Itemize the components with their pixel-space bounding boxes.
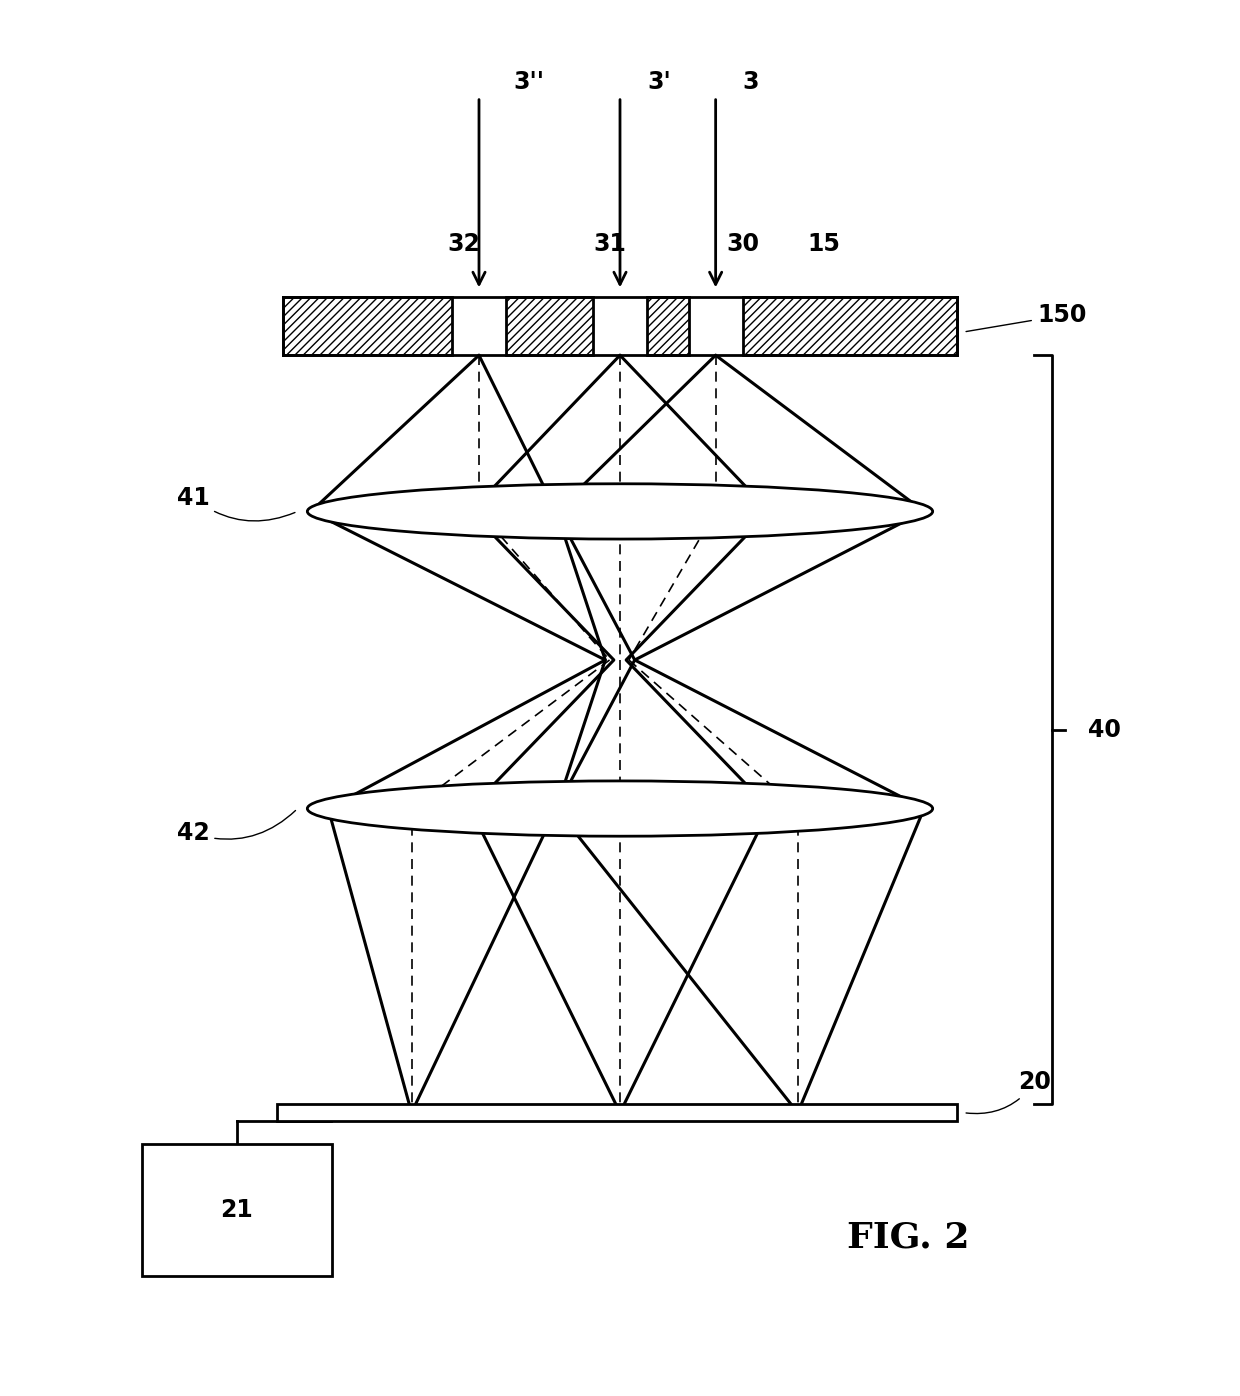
Text: 30: 30 [727,232,759,255]
Text: 41: 41 [176,486,295,521]
Text: 150: 150 [966,303,1086,332]
Text: 3'': 3'' [513,70,544,94]
Bar [647,297,688,355]
Text: 15: 15 [807,232,839,255]
Text: 31: 31 [594,232,626,255]
Bar [743,297,957,355]
Ellipse shape [308,484,932,539]
Text: 3': 3' [647,70,671,94]
Ellipse shape [308,780,932,836]
Text: 42: 42 [176,811,295,846]
Text: 32: 32 [448,232,481,255]
Text: 40: 40 [1089,718,1121,741]
Bar [506,297,593,355]
Bar [277,1104,957,1121]
Bar [141,1145,332,1276]
Text: 3: 3 [743,70,759,94]
Bar [283,297,453,355]
Text: 21: 21 [221,1198,253,1222]
Text: FIG. 2: FIG. 2 [847,1220,970,1254]
Text: 20: 20 [966,1071,1052,1114]
